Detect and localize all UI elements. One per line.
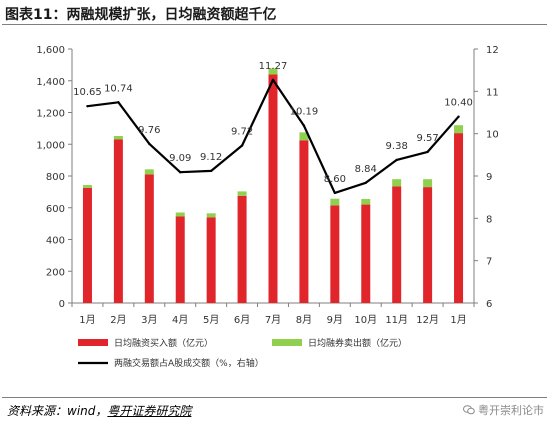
y-left-tick-label: 0: [59, 299, 65, 310]
line-point: [179, 170, 182, 174]
y-left-tick-label: 600: [46, 204, 65, 215]
bar-securities-sell: [361, 199, 371, 205]
legend-swatch: [272, 339, 302, 346]
data-label: 10.19: [290, 107, 319, 118]
x-tick-label: 12月: [416, 314, 439, 326]
bar-financing-buy: [299, 140, 309, 303]
y-right-tick-label: 6: [486, 299, 492, 310]
watermark: 粤开崇利论市: [463, 402, 544, 418]
bar-securities-sell: [113, 135, 123, 140]
y-left-tick-label: 1,400: [36, 77, 65, 88]
legend-label: 日均融资买入额（亿元）: [114, 337, 213, 349]
watermark-text: 粤开崇利论市: [478, 404, 544, 417]
data-label: 10.74: [104, 83, 133, 94]
line-point: [148, 142, 151, 146]
source-note: 资料来源：wind，粤开证券研究院: [7, 402, 191, 419]
bar-financing-buy: [175, 216, 185, 303]
x-tick-label: 11月: [385, 314, 408, 326]
line-point: [457, 115, 460, 118]
x-tick-label: 3月: [141, 314, 157, 326]
x-tick-label: 8月: [296, 314, 312, 326]
wechat-icon: [463, 405, 475, 415]
line-point: [364, 181, 367, 184]
line-point: [395, 158, 398, 162]
bar-financing-buy: [144, 174, 154, 303]
line-point: [333, 191, 337, 195]
data-label: 9.76: [138, 125, 160, 136]
bar-securities-sell: [330, 198, 340, 206]
y-right-tick-label: 8: [486, 214, 492, 225]
bar-securities-sell: [268, 68, 278, 75]
data-label: 10.65: [73, 87, 102, 98]
x-tick-label: 10月: [354, 314, 377, 326]
bar-financing-buy: [330, 205, 340, 303]
x-tick-label: 9月: [327, 314, 343, 326]
y-left-tick-label: 1,600: [36, 45, 65, 56]
bar-securities-sell: [299, 132, 309, 141]
bar-financing-buy: [268, 74, 278, 304]
line-point: [302, 124, 306, 127]
x-tick-label: 1月: [450, 314, 466, 326]
footer-divider: [2, 397, 547, 398]
bar-securities-sell: [206, 213, 216, 218]
data-label: 8.84: [355, 164, 377, 175]
legend-label: 日均融券卖出额（亿元）: [308, 337, 407, 349]
bar-financing-buy: [454, 133, 464, 303]
bar-securities-sell: [423, 179, 433, 188]
line-point: [271, 78, 275, 82]
data-label: 9.12: [200, 152, 222, 163]
bar-financing-buy: [82, 187, 92, 303]
bar-securities-sell: [82, 185, 92, 188]
bar-financing-buy: [361, 204, 371, 303]
y-right-tick-label: 10: [486, 130, 499, 141]
x-tick-label: 1月: [79, 314, 95, 326]
data-label: 8.60: [324, 174, 346, 185]
bar-financing-buy: [392, 186, 402, 303]
y-right-tick-label: 11: [486, 87, 499, 98]
line-point: [117, 101, 120, 104]
x-tick-label: 4月: [172, 314, 188, 326]
line-point: [86, 104, 89, 108]
data-label: 10.40: [444, 98, 473, 109]
x-tick-label: 7月: [265, 314, 281, 326]
data-label: 9.57: [416, 133, 438, 144]
y-right-tick-label: 9: [486, 172, 492, 183]
chart-canvas: 0 200 400 600 800 1,000 1,200 1,400 1,600 6 7 8 9 10 1…: [36, 45, 499, 369]
data-label: 11.27: [259, 61, 288, 72]
x-tick-label: 6月: [234, 314, 250, 326]
y-left-tick-label: 200: [46, 267, 65, 278]
data-label: 9.09: [169, 153, 191, 164]
title-divider: [2, 24, 547, 25]
data-label: 9.38: [386, 141, 408, 152]
bar-financing-buy: [206, 217, 216, 303]
legend-label: 两融交易额占A股成交额（%，右轴）: [114, 357, 264, 369]
data-label: 9.72: [231, 127, 253, 138]
y-left-tick-label: 1,000: [36, 140, 65, 151]
line-point: [426, 150, 429, 154]
y-right-tick-label: 7: [486, 257, 492, 268]
y-left-tick-label: 400: [46, 236, 65, 247]
chart-legend: 日均融资买入额（亿元） 日均融券卖出额（亿元） 两融交易额占A股成交额（%，右轴）: [78, 337, 407, 369]
x-tick-label: 5月: [203, 314, 219, 326]
bar-securities-sell: [237, 191, 247, 196]
legend-swatch: [78, 339, 108, 346]
bar-securities-sell: [175, 212, 185, 217]
bar-financing-buy: [113, 139, 123, 303]
source-org: 粤开证券研究院: [107, 404, 192, 418]
y-left-tick-label: 1,200: [36, 109, 65, 120]
bar-securities-sell: [454, 125, 464, 134]
bar-financing-buy: [237, 195, 247, 303]
chart-title: 图表11：两融规模扩张，日均融资额超千亿: [5, 7, 277, 23]
x-tick-label: 2月: [110, 314, 126, 326]
bar-financing-buy: [423, 187, 433, 303]
source-prefix: 资料来源：wind，: [7, 404, 108, 418]
chart-bars: [82, 68, 464, 304]
line-point: [240, 144, 244, 147]
y-right-tick-label: 12: [486, 45, 499, 56]
chart-line: 10.65 10.74 9.76 9.09 9.12 9.72 11.27 10.19 8.60…: [73, 61, 473, 195]
bar-securities-sell: [144, 169, 154, 175]
y-left-tick-label: 800: [46, 172, 65, 183]
bar-securities-sell: [392, 179, 402, 187]
line-point: [209, 169, 213, 173]
